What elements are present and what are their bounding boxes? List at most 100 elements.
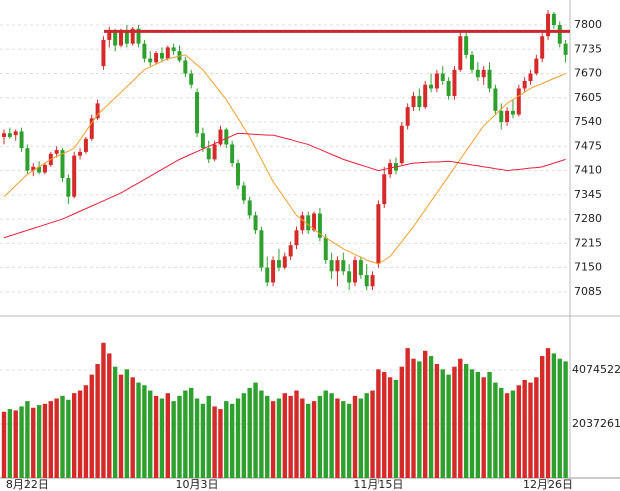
volume-bar <box>101 342 106 478</box>
volume-bar <box>218 409 223 478</box>
candle-body <box>522 80 527 89</box>
volume-bar <box>270 401 276 478</box>
y-tick-label: 7475 <box>574 139 602 152</box>
volume-bar <box>259 390 264 478</box>
y-tick-label: 7800 <box>574 18 602 31</box>
candle-body <box>282 256 287 268</box>
volume-bar <box>112 366 118 478</box>
candle-body <box>505 110 510 123</box>
volume-bar <box>516 385 521 478</box>
volume-bar <box>118 374 124 478</box>
volume-bar <box>13 410 18 478</box>
volume-bar <box>335 398 340 478</box>
candle-body <box>446 80 451 96</box>
volume-bar <box>452 366 457 478</box>
candle-body <box>113 32 118 46</box>
volume-bar <box>534 377 539 478</box>
volume-bar <box>189 387 194 478</box>
volume-bar <box>265 395 270 478</box>
candle-body <box>7 133 12 137</box>
candle-body <box>54 150 59 154</box>
volume-bar <box>54 398 59 478</box>
candle-body <box>154 52 159 63</box>
candle-body <box>107 32 112 40</box>
candle-body <box>481 69 486 78</box>
candle-body <box>417 95 422 108</box>
candle-body <box>516 88 521 115</box>
volume-bar <box>545 348 551 478</box>
volume-bar <box>499 387 504 478</box>
y-tick-label: 7215 <box>574 236 602 249</box>
volume-bar <box>171 401 176 478</box>
candle-body <box>335 260 340 272</box>
candle-body <box>60 150 65 179</box>
candle-body <box>259 230 264 268</box>
volume-bar <box>107 353 112 478</box>
volume-bar <box>159 398 165 478</box>
candle-body <box>13 131 18 136</box>
volume-bar <box>522 379 527 478</box>
candle-body <box>452 69 457 96</box>
moving-average <box>3 132 566 239</box>
volume-bar <box>317 395 323 478</box>
volume-bar <box>282 393 287 478</box>
volume-bar <box>42 403 48 478</box>
volume-bar <box>510 390 516 478</box>
volume-bar <box>458 358 463 478</box>
volume-bar <box>440 369 445 478</box>
y-tick-label: 7085 <box>574 285 602 298</box>
volume-bar <box>253 382 258 478</box>
candle-body <box>376 204 381 264</box>
volume-bar <box>148 390 153 478</box>
volume-bar <box>493 382 498 478</box>
candle-body <box>329 260 334 272</box>
candle-body <box>405 107 410 126</box>
candle-body <box>423 84 428 108</box>
candle-body <box>236 163 240 186</box>
candle-body <box>347 271 352 283</box>
volume-bar <box>364 393 369 478</box>
candle-body <box>458 36 463 70</box>
volume-bar <box>72 393 77 478</box>
candle-body <box>382 174 387 205</box>
volume-bar <box>346 403 352 478</box>
moving-average <box>3 54 566 265</box>
candle-body <box>224 129 229 145</box>
candle-body <box>370 275 375 287</box>
candle-body <box>464 36 469 55</box>
volume-bar <box>19 406 24 478</box>
candle-body <box>493 88 498 111</box>
volume-bar <box>557 358 562 478</box>
candle-body <box>89 118 94 139</box>
candle-body <box>148 58 153 63</box>
candle-body <box>364 275 369 287</box>
volume-bar <box>411 358 416 478</box>
volume-bar <box>387 377 393 478</box>
volume-bar <box>136 382 141 478</box>
volume-bar <box>95 364 100 478</box>
candle-body <box>557 25 562 44</box>
volume-bar <box>194 398 200 478</box>
candle-body <box>434 73 439 89</box>
volume-bar <box>200 403 206 478</box>
x-tick-label: 11月15日 <box>353 478 403 491</box>
candle-body <box>142 43 147 59</box>
volume-bar <box>25 401 30 478</box>
candle-body <box>159 52 164 59</box>
candle-body <box>294 230 299 246</box>
y-tick-label: 7735 <box>574 42 602 55</box>
volume-bar <box>294 390 299 478</box>
y-tick-label: 7540 <box>574 115 602 128</box>
y-tick-label: 7670 <box>574 67 602 80</box>
volume-bar <box>540 356 545 478</box>
candle-body <box>470 54 474 70</box>
x-tick-label: 8月22日 <box>6 478 49 491</box>
volume-bar <box>60 395 65 478</box>
candle-body <box>271 260 276 283</box>
candle-body <box>95 103 100 119</box>
candle-body <box>247 200 252 216</box>
volume-bar <box>370 390 375 478</box>
volume-bar <box>153 395 159 478</box>
volume-bar <box>206 395 211 478</box>
